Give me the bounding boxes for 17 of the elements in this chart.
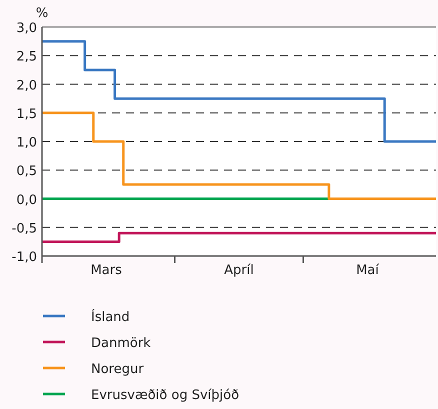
y-axis-title: % — [36, 6, 48, 21]
y-tick-label: 3,0 — [16, 21, 37, 36]
y-tick-label: 2,5 — [16, 50, 37, 65]
y-tick-label: 1,0 — [16, 136, 37, 150]
y-tick-label: 1,5 — [16, 106, 37, 122]
x-tick-label: Mars — [90, 263, 122, 278]
y-tick-label: 0,5 — [16, 164, 37, 180]
legend-label: Noregur — [91, 362, 144, 377]
x-tick-label: Maí — [356, 263, 380, 278]
y-tick-label: 2,0 — [16, 78, 37, 94]
legend-label: Ísland — [91, 308, 130, 325]
y-tick-label: -0,5 — [12, 221, 37, 236]
legend-label: Evrusvæðið og Svíþjóð — [91, 388, 240, 403]
legend-label: Danmörk — [91, 336, 152, 351]
x-tick-label: Apríl — [224, 263, 254, 278]
y-tick-label: 0,0 — [16, 192, 37, 208]
y-tick-label: -1,0 — [12, 250, 37, 265]
